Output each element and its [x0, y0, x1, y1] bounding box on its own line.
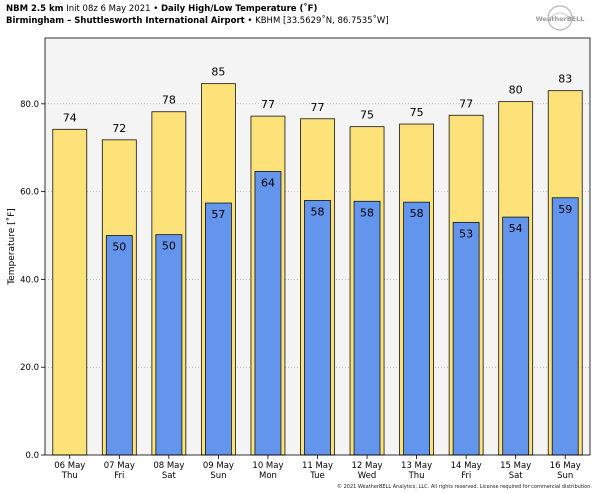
header-line-2: Birmingham – Shuttlesworth International…: [6, 15, 389, 27]
low-temp-bar: [155, 234, 183, 456]
high-temp-label: 83: [558, 73, 572, 86]
x-tick-label-weekday: Tue: [309, 471, 325, 481]
low-temp-label: 57: [211, 208, 225, 221]
logo-text: WeatherBELL: [536, 15, 585, 23]
x-tick-label-date: 06 May: [54, 461, 85, 471]
x-tick-label-weekday: Sun: [557, 471, 573, 481]
logo-arc: [549, 12, 571, 19]
init-time: Init 08z 6 May 2021: [66, 4, 151, 14]
x-tick-label-date: 10 May: [252, 461, 283, 471]
x-tick-label-date: 15 May: [500, 461, 531, 471]
high-temp-label: 72: [112, 122, 126, 135]
y-tick-label: 40.0: [20, 275, 39, 285]
x-tick-label-date: 09 May: [203, 461, 234, 471]
x-tick-label-weekday: Thu: [408, 471, 425, 481]
low-temp-label: 54: [509, 222, 523, 235]
plot-frame: [44, 37, 591, 456]
x-tick-label-date: 08 May: [153, 461, 184, 471]
x-tick-label-date: 16 May: [550, 461, 581, 471]
x-tick-label-weekday: Thu: [61, 471, 78, 481]
low-temp-label: 58: [311, 205, 325, 218]
logo-ring: [547, 5, 573, 31]
x-tick-label-weekday: Mon: [259, 471, 277, 481]
high-temp-label: 75: [410, 106, 424, 119]
low-temp-bar: [403, 201, 430, 456]
high-temp-bar: [52, 128, 88, 456]
y-tick-label: 60.0: [20, 188, 39, 198]
low-temp-bar: [254, 171, 282, 456]
low-temp-bar: [304, 200, 331, 456]
y-tick-label: 20.0: [20, 363, 39, 373]
high-temp-label: 74: [63, 111, 77, 124]
x-tick-label-date: 14 May: [451, 461, 482, 471]
low-temp-bar: [502, 216, 530, 456]
bullet-1: •: [153, 4, 159, 14]
low-temp-bar: [353, 200, 381, 456]
high-temp-label: 77: [459, 97, 473, 110]
chart-title: Daily High/Low Temperature (˚F): [160, 4, 318, 14]
low-temp-label: 58: [360, 206, 374, 219]
chart-header: NBM 2.5 km Init 08z 6 May 2021 • Daily H…: [6, 3, 389, 27]
model-name: NBM 2.5 km: [6, 4, 64, 14]
high-temp-label: 78: [162, 94, 176, 107]
x-tick-label-date: 11 May: [302, 461, 333, 471]
header-line-1: NBM 2.5 km Init 08z 6 May 2021 • Daily H…: [6, 3, 389, 15]
low-temp-bar: [452, 221, 480, 456]
x-tick-label-weekday: Sat: [509, 471, 524, 481]
low-temp-label: 50: [112, 241, 126, 254]
low-temp-label: 64: [261, 176, 275, 189]
x-tick-label-weekday: Fri: [114, 471, 124, 481]
station-info: KBHM [33.5629˚N, 86.7535˚W]: [255, 16, 389, 26]
low-temp-bar: [205, 202, 232, 456]
low-temp-label: 59: [558, 203, 572, 216]
x-tick-label-weekday: Fri: [461, 471, 471, 481]
x-tick-label-date: 13 May: [401, 461, 432, 471]
high-temp-label: 85: [211, 66, 225, 79]
x-tick-label-weekday: Wed: [358, 471, 377, 481]
high-temp-label: 77: [311, 101, 325, 114]
weatherbell-logo: WeatherBELL: [536, 5, 585, 31]
copyright-notice: © 2021 WeatherBELL Analytics, LLC. All r…: [337, 484, 592, 490]
x-tick-label-date: 12 May: [351, 461, 382, 471]
location-name: Birmingham – Shuttlesworth International…: [6, 16, 245, 26]
low-temp-bar: [551, 197, 579, 456]
bullet-2: •: [247, 16, 253, 26]
low-temp-bar: [105, 235, 133, 456]
x-tick-label-date: 07 May: [104, 461, 135, 471]
x-tick-label-weekday: Sun: [210, 471, 226, 481]
y-tick-label: 0.0: [25, 451, 39, 461]
high-temp-label: 75: [360, 109, 374, 122]
high-temp-label: 77: [261, 98, 275, 111]
low-temp-label: 53: [459, 227, 473, 240]
low-temp-label: 50: [162, 240, 176, 253]
y-axis-label: Temperature [˚F]: [6, 208, 17, 286]
low-temp-label: 58: [410, 207, 424, 220]
x-tick-label-weekday: Sat: [162, 471, 177, 481]
y-tick-label: 80.0: [20, 100, 39, 110]
high-temp-label: 80: [509, 84, 523, 97]
